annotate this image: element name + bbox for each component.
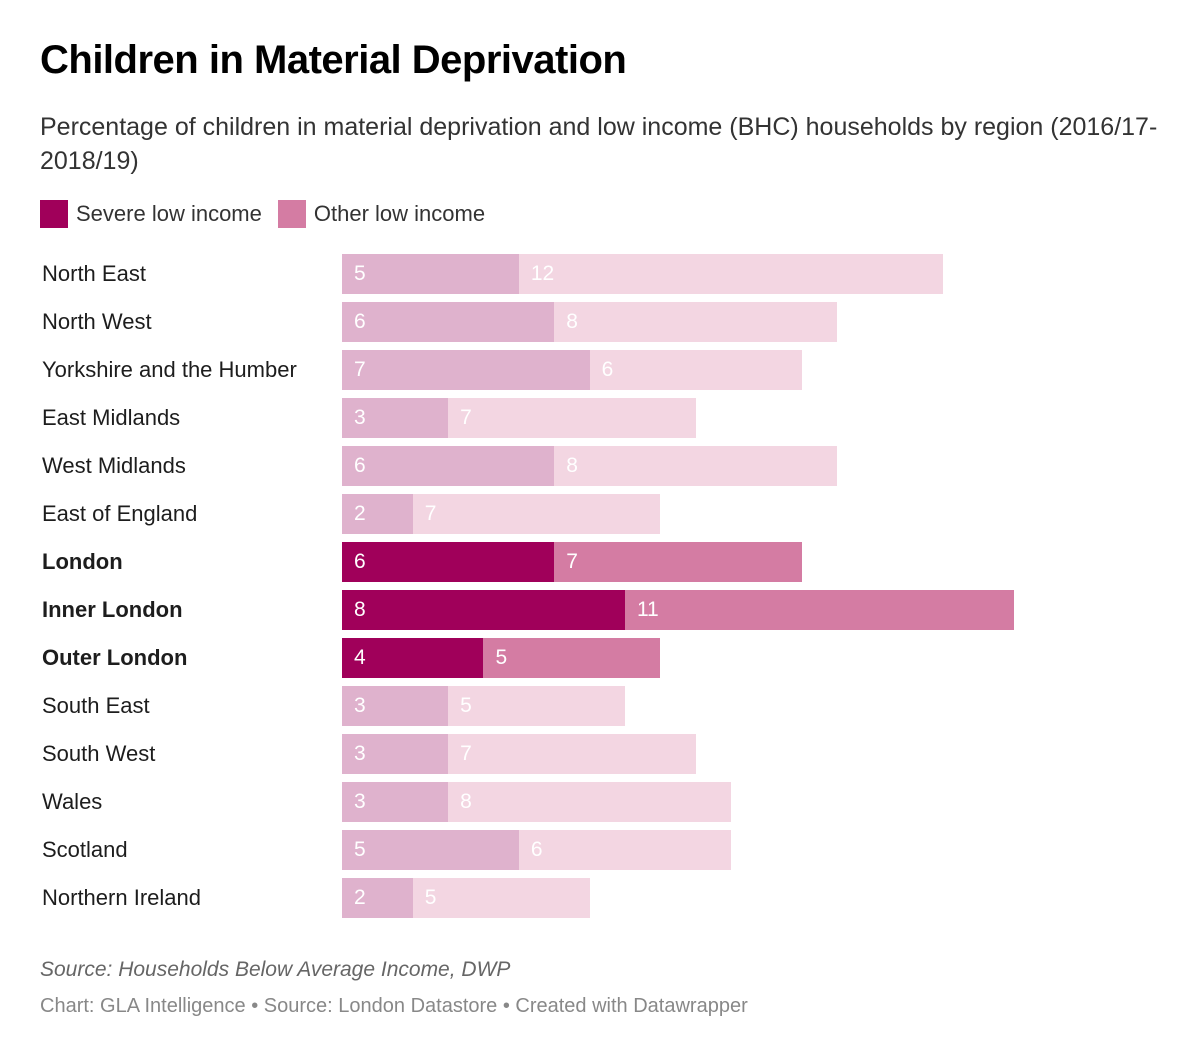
category-label: Scotland bbox=[42, 837, 128, 862]
bar-severe-low-income bbox=[342, 782, 449, 822]
bar-value-label: 5 bbox=[354, 262, 366, 285]
bar-value-label: 12 bbox=[530, 262, 555, 285]
bar-other-low-income bbox=[589, 350, 802, 390]
category-label: Northern Ireland bbox=[42, 885, 201, 910]
bar-other-low-income bbox=[518, 254, 944, 294]
category-label: South East bbox=[42, 693, 150, 718]
bar-severe-low-income bbox=[342, 542, 555, 582]
bar-severe-low-income bbox=[342, 878, 413, 918]
source-note: Source: Households Below Average Income,… bbox=[40, 958, 511, 981]
bar-other-low-income bbox=[448, 782, 732, 822]
chart-title: Children in Material Deprivation bbox=[40, 38, 627, 82]
bar-severe-low-income bbox=[342, 254, 519, 294]
bar-other-low-income bbox=[554, 542, 802, 582]
bar-value-label: 7 bbox=[460, 406, 472, 429]
category-label: Outer London bbox=[42, 645, 188, 670]
bar-value-label: 6 bbox=[530, 838, 543, 861]
category-label: London bbox=[42, 549, 123, 574]
bar-severe-low-income bbox=[342, 494, 413, 534]
bar-severe-low-income bbox=[342, 830, 519, 870]
chart-subtitle: Percentage of children in material depri… bbox=[40, 113, 1158, 175]
bar-value-label: 7 bbox=[354, 358, 366, 381]
legend-swatch-other bbox=[277, 200, 306, 228]
bar-other-low-income bbox=[448, 734, 696, 774]
bar-value-label: 5 bbox=[424, 886, 437, 909]
bar-other-low-income bbox=[412, 494, 661, 534]
bar-chart: North East 5 12 North West 6 8 Yorkshire and t… bbox=[0, 250, 1198, 930]
category-label: Inner London bbox=[42, 597, 183, 622]
bar-value-label: 3 bbox=[354, 790, 366, 813]
legend-label-other: Other low income bbox=[313, 201, 486, 226]
category-label: South West bbox=[42, 741, 156, 766]
bar-value-label: 3 bbox=[354, 742, 366, 765]
bar-value-label: 6 bbox=[354, 310, 366, 333]
bar-other-low-income bbox=[448, 686, 625, 726]
bar-value-label: 2 bbox=[354, 886, 366, 909]
bar-other-low-income bbox=[448, 398, 696, 438]
legend: Severe low income Other low income bbox=[40, 200, 501, 228]
legend-item-other: Other low income bbox=[277, 200, 486, 228]
bar-other-low-income bbox=[412, 878, 590, 918]
category-label: Wales bbox=[42, 789, 103, 814]
legend-swatch-severe bbox=[40, 200, 68, 228]
bar-severe-low-income bbox=[342, 446, 555, 486]
bar-other-low-income bbox=[554, 446, 838, 486]
bar-value-label: 7 bbox=[460, 742, 472, 765]
bar-value-label: 8 bbox=[460, 790, 472, 813]
bar-value-label: 8 bbox=[566, 454, 578, 477]
bar-value-label: 5 bbox=[460, 694, 472, 717]
bar-value-label: 5 bbox=[354, 838, 366, 861]
category-label: East of England bbox=[42, 501, 198, 526]
bar-other-low-income bbox=[554, 302, 838, 342]
bar-other-low-income bbox=[483, 638, 661, 678]
category-label: North West bbox=[42, 309, 152, 334]
bar-value-label: 5 bbox=[495, 646, 508, 669]
bar-severe-low-income bbox=[342, 734, 449, 774]
category-label: West Midlands bbox=[42, 453, 186, 478]
bar-value-label: 4 bbox=[354, 646, 366, 669]
bar-severe-low-income bbox=[342, 398, 449, 438]
bar-severe-low-income bbox=[342, 686, 449, 726]
bar-severe-low-income bbox=[342, 590, 625, 630]
category-label: East Midlands bbox=[42, 405, 181, 430]
legend-label-severe: Severe low income bbox=[76, 201, 262, 226]
bar-value-label: 6 bbox=[354, 454, 366, 477]
bar-severe-low-income bbox=[342, 638, 484, 678]
bar-severe-low-income bbox=[342, 350, 590, 390]
category-label: North East bbox=[42, 261, 146, 286]
bar-severe-low-income bbox=[342, 302, 555, 342]
chart-byline: Chart: GLA Intelligence • Source: London… bbox=[40, 995, 748, 1017]
bar-value-label: 7 bbox=[566, 550, 578, 573]
bar-value-label: 2 bbox=[354, 502, 366, 525]
bar-value-label: 6 bbox=[601, 358, 614, 381]
bar-other-low-income bbox=[518, 830, 732, 870]
bar-value-label: 3 bbox=[354, 406, 366, 429]
bar-value-label: 6 bbox=[354, 550, 366, 573]
category-label: Yorkshire and the Humber bbox=[42, 357, 297, 382]
legend-item-severe: Severe low income bbox=[40, 200, 262, 228]
bar-value-label: 8 bbox=[566, 310, 578, 333]
bar-value-label: 8 bbox=[354, 598, 366, 621]
bar-other-low-income bbox=[624, 590, 1014, 630]
bar-value-label: 11 bbox=[636, 598, 659, 621]
bar-value-label: 7 bbox=[424, 502, 437, 525]
bar-value-label: 3 bbox=[354, 694, 366, 717]
